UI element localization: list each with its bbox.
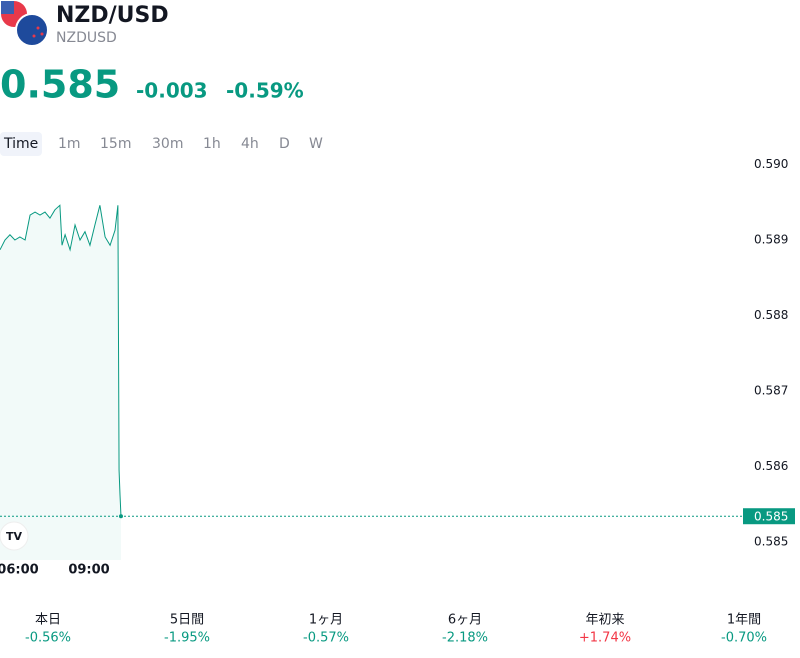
price-line bbox=[0, 204, 122, 517]
tv-logo: TV bbox=[0, 521, 29, 551]
tab[interactable]: 30m bbox=[152, 136, 183, 152]
y-tick-label: 0.588 bbox=[754, 308, 788, 322]
tab[interactable]: 15m bbox=[100, 136, 131, 152]
perf-label: 本日 bbox=[35, 613, 61, 628]
last-price-box bbox=[743, 508, 795, 525]
svg-text:TV: TV bbox=[6, 530, 23, 543]
perf-label: 6ヶ月 bbox=[448, 613, 482, 628]
perf-label: 5日間 bbox=[170, 613, 204, 628]
perf-label: 年初来 bbox=[585, 613, 624, 628]
perf-value: -2.18% bbox=[442, 631, 488, 646]
tab[interactable]: 1m bbox=[58, 136, 81, 152]
area-fill bbox=[0, 205, 121, 560]
tab[interactable]: D bbox=[279, 136, 290, 152]
x-tick-label: 09:00 bbox=[68, 563, 109, 578]
tab[interactable]: 4h bbox=[241, 136, 259, 152]
tabs: Time 1m 15m 30m 1h 4h D W bbox=[3, 136, 323, 152]
nz-flag bbox=[15, 13, 49, 47]
perf-value: -0.57% bbox=[303, 631, 349, 646]
last-price-label: 0.585 bbox=[754, 510, 788, 524]
perf-value: -0.70% bbox=[721, 631, 767, 646]
performance: 本日 -0.56% 5日間 -1.95% 1ヶ月 -0.57% 6ヶ月 -2.18% 年初来 +1… bbox=[25, 613, 767, 646]
y-tick-label: 0.589 bbox=[754, 233, 788, 247]
y-tick-label: 0.590 bbox=[754, 157, 788, 171]
perf-label: 1年間 bbox=[727, 613, 761, 628]
pair-title: NZD/USD bbox=[56, 3, 169, 28]
chart: 0.590 0.589 0.588 0.587 0.586 0.585 06:00 09:00… bbox=[0, 157, 795, 578]
y-tick-label: 0.587 bbox=[754, 383, 788, 397]
perf-value: -0.56% bbox=[25, 631, 71, 646]
y-tick-label: 0.585 bbox=[754, 534, 788, 548]
change-pct: -0.59% bbox=[226, 79, 304, 103]
change: -0.003 bbox=[136, 79, 208, 103]
tab[interactable]: W bbox=[309, 136, 323, 152]
tab[interactable]: 1h bbox=[203, 136, 221, 152]
y-tick-label: 0.586 bbox=[754, 459, 788, 473]
perf-value: +1.74% bbox=[579, 631, 631, 646]
price: 0.585 bbox=[0, 63, 120, 107]
last-point bbox=[118, 514, 123, 519]
flags bbox=[1, 1, 49, 47]
y-axis: 0.590 0.589 0.588 0.587 0.586 0.585 bbox=[754, 157, 788, 548]
perf-label: 1ヶ月 bbox=[309, 613, 343, 628]
tab[interactable]: Time bbox=[3, 136, 38, 152]
perf-value: -1.95% bbox=[164, 631, 210, 646]
x-tick-label: 06:00 bbox=[0, 563, 39, 578]
tab-active-bg bbox=[0, 132, 42, 156]
symbol: NZDUSD bbox=[56, 30, 117, 46]
